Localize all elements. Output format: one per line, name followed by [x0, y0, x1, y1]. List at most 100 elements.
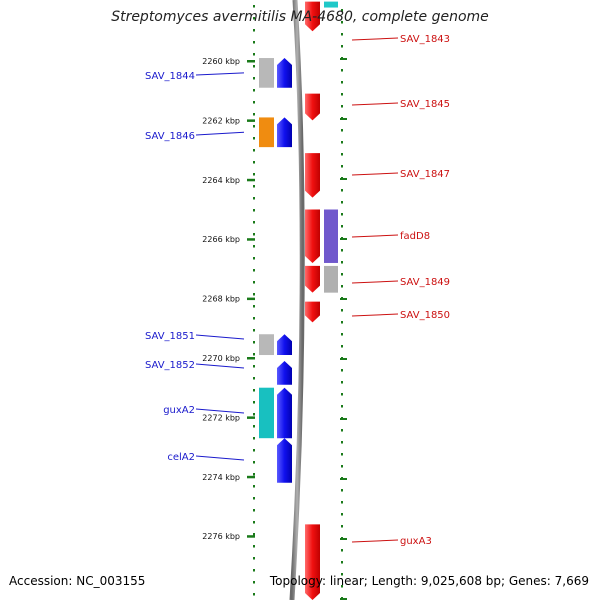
ruler-dot: [341, 585, 343, 588]
ruler-dot: [341, 33, 343, 36]
scale-tick: [247, 60, 255, 63]
reverse-label-leader: [351, 280, 399, 284]
forward-feature-box: [259, 117, 274, 148]
ruler-dash: [340, 118, 347, 120]
ruler-dot: [341, 201, 343, 204]
ruler-dot: [341, 429, 343, 432]
ruler-dot: [341, 129, 343, 132]
ruler-dot: [341, 321, 343, 324]
forward-label-leader: [195, 455, 245, 461]
forward-label-leader: [195, 334, 245, 340]
ruler-dot: [253, 233, 255, 236]
map-title: Streptomyces avermitilis MA-4680, comple…: [111, 9, 489, 25]
reverse-gene-arrow: [305, 209, 320, 263]
ruler-dot: [253, 365, 255, 368]
scale-ticks: 2260 kbp 2262 kbp 2264 kbp 2266 kbp 2268 kbp…: [202, 57, 255, 541]
ruler-dot: [253, 305, 255, 308]
ruler-dash: [340, 298, 347, 300]
scale-tick: [247, 119, 255, 122]
forward-gene-label: guxA2: [163, 405, 195, 416]
ruler-dot: [253, 29, 255, 32]
topology-text: Topology: linear; Length: 9,025,608 bp; …: [269, 574, 589, 588]
reverse-label-leader: [351, 37, 399, 41]
ruler-dash: [340, 178, 347, 180]
ruler-dot: [253, 293, 255, 296]
reverse-label-leader: [351, 313, 399, 317]
ruler-dot: [341, 273, 343, 276]
ruler-dot: [253, 425, 255, 428]
reverse-gene-label: fadD8: [400, 231, 430, 242]
left-dotted-ruler: [253, 5, 255, 596]
forward-label-leader: [195, 72, 245, 76]
ruler-dot: [341, 105, 343, 108]
ruler-dot: [341, 213, 343, 216]
ruler-dot: [253, 449, 255, 452]
ruler-dot: [341, 261, 343, 264]
reverse-label-leader: [351, 102, 399, 106]
scale-tick: [247, 475, 255, 479]
ruler-dot: [253, 89, 255, 92]
ruler-dot: [253, 389, 255, 392]
ruler-dot: [253, 209, 255, 212]
ruler-dot: [253, 185, 255, 188]
forward-gene-arrow: [277, 387, 292, 439]
genome-backbone: [289, 0, 305, 600]
forward-gene-arrow: [277, 334, 292, 356]
scale-tick: [247, 178, 255, 182]
reverse-label-leader: [351, 172, 399, 176]
scale-tick-label: 2268 kbp: [202, 295, 240, 304]
ruler-dot: [253, 581, 255, 584]
scale-tick: [247, 535, 255, 538]
ruler-dot: [253, 557, 255, 560]
accession-text: Accession: NC_003155: [9, 574, 146, 588]
ruler-dot: [253, 485, 255, 488]
ruler-dot: [341, 465, 343, 468]
scale-tick: [247, 238, 255, 241]
forward-gene-label: SAV_1852: [145, 360, 195, 371]
ruler-dot: [253, 509, 255, 512]
forward-gene-arrow: [277, 117, 292, 148]
forward-feature-box: [259, 387, 274, 439]
reverse-gene-arrow: [305, 1, 320, 32]
right-dotted-ruler: [340, 9, 347, 600]
forward-gene-label: SAV_1844: [145, 71, 195, 82]
ruler-dot: [253, 269, 255, 272]
gene-track: [277, 1, 320, 600]
ruler-dot: [253, 257, 255, 260]
ruler-dot: [253, 101, 255, 104]
reverse-feature-box: [324, 265, 338, 293]
ruler-dot: [253, 173, 255, 176]
ruler-dot: [341, 453, 343, 456]
scale-tick: [247, 357, 255, 360]
ruler-dot: [253, 5, 255, 8]
backbone-line: [289, 0, 305, 600]
ruler-dash: [340, 598, 347, 600]
ruler-dot: [341, 441, 343, 444]
ruler-dot: [341, 381, 343, 384]
ruler-dot: [253, 125, 255, 128]
ruler-dot: [253, 149, 255, 152]
ruler-dash: [340, 418, 347, 420]
ruler-dot: [341, 501, 343, 504]
ruler-dot: [253, 461, 255, 464]
ruler-dash: [340, 58, 347, 60]
reverse-gene-arrow: [305, 93, 320, 121]
ruler-dot: [341, 21, 343, 24]
ruler-dot: [253, 53, 255, 56]
gene-labels: SAV_1844 SAV_1846 SAV_1851 SAV_1852 guxA2 cel…: [145, 34, 450, 547]
ruler-dot: [341, 249, 343, 252]
ruler-dot: [341, 573, 343, 576]
reverse-gene-arrow: [305, 153, 320, 198]
reverse-gene-label: SAV_1849: [400, 277, 450, 288]
ruler-dot: [253, 413, 255, 416]
reverse-gene-label: SAV_1850: [400, 310, 450, 321]
scale-tick: [247, 416, 255, 419]
ruler-dot: [253, 401, 255, 404]
reverse-gene-label: SAV_1843: [400, 34, 450, 45]
ruler-dot: [253, 521, 255, 524]
ruler-dot: [341, 345, 343, 348]
ruler-dot: [341, 189, 343, 192]
ruler-dot: [253, 161, 255, 164]
forward-gene-arrow: [277, 360, 292, 385]
